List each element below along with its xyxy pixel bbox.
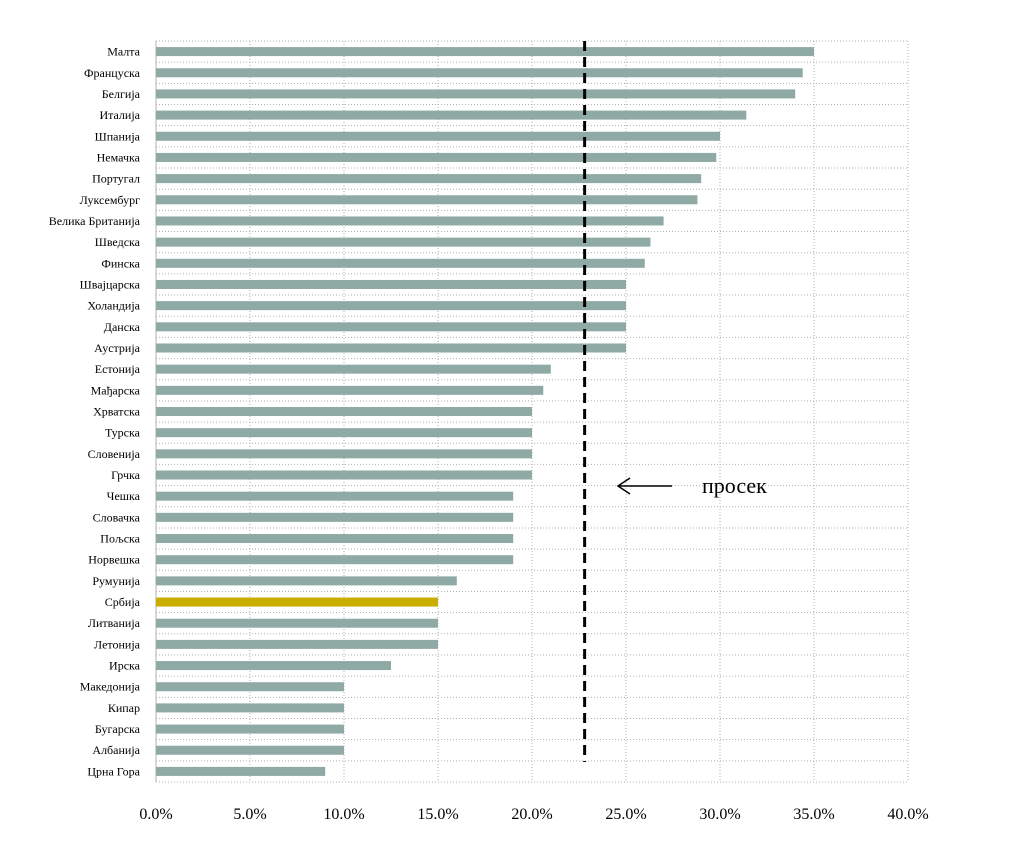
category-labels: Малта Француска Белгија Италија Шпанија Немач…: [49, 45, 141, 779]
bar: [156, 745, 344, 755]
bar: [156, 89, 796, 99]
category-label: Македонија: [80, 680, 141, 694]
bar: [156, 47, 814, 57]
bar: [156, 555, 514, 565]
category-label: Шведска: [95, 235, 141, 249]
category-label: Велика Британија: [49, 214, 141, 228]
arrow-left-icon: [616, 477, 631, 495]
bar: [156, 682, 344, 692]
category-label: Бугарска: [95, 722, 141, 736]
category-label: Србија: [105, 595, 141, 609]
bar: [156, 322, 626, 332]
category-label: Словенија: [88, 447, 141, 461]
category-label: Естонија: [95, 362, 141, 376]
bar: [156, 597, 438, 607]
bar: [156, 724, 344, 734]
category-label: Кипар: [108, 701, 140, 715]
x-tick-label: 40.0%: [887, 806, 928, 823]
bar: [156, 449, 532, 459]
bar: [156, 470, 532, 480]
bar: [156, 364, 551, 374]
category-label: Албанија: [92, 743, 140, 757]
bar: [156, 131, 720, 141]
bar: [156, 301, 626, 311]
category-label: Белгија: [102, 87, 141, 101]
category-label: Летонија: [94, 637, 141, 651]
x-tick-labels: 0.0% 5.0% 10.0% 15.0% 20.0% 25.0% 30.0% 35.0% 40…: [139, 806, 928, 823]
bar: [156, 279, 626, 289]
x-tick-label: 5.0%: [233, 806, 266, 823]
category-label: Хрватска: [93, 405, 141, 419]
category-label: Француска: [84, 66, 141, 80]
x-tick-label: 20.0%: [511, 806, 552, 823]
category-label: Чешка: [107, 489, 141, 503]
bar: [156, 639, 438, 649]
bar: [156, 110, 747, 120]
category-label: Пољска: [100, 532, 140, 546]
bar: [156, 174, 702, 184]
bar: [156, 703, 344, 713]
bar: [156, 661, 391, 671]
category-label: Луксембург: [80, 193, 140, 207]
category-label: Италија: [99, 108, 140, 122]
bar: [156, 216, 664, 226]
bar: [156, 534, 514, 544]
bar: [156, 576, 457, 586]
category-label: Финска: [101, 256, 140, 270]
average-annotation: просек: [616, 473, 767, 498]
category-label: Шпанија: [95, 129, 141, 143]
x-tick-label: 30.0%: [699, 806, 740, 823]
bar: [156, 428, 532, 438]
average-label: просек: [702, 473, 767, 498]
x-tick-label: 35.0%: [793, 806, 834, 823]
x-tick-label: 0.0%: [139, 806, 172, 823]
bar: [156, 237, 651, 247]
category-label: Швајцарска: [80, 277, 141, 291]
bar: [156, 152, 717, 162]
category-label: Немачка: [97, 150, 141, 164]
x-tick-label: 25.0%: [605, 806, 646, 823]
category-label: Грчка: [111, 468, 141, 482]
bar: [156, 195, 698, 205]
x-tick-label: 10.0%: [323, 806, 364, 823]
category-label: Холандија: [87, 299, 140, 313]
bar: [156, 343, 626, 353]
category-label: Мађарска: [91, 383, 141, 397]
category-label: Литванија: [88, 616, 141, 630]
bar: [156, 68, 803, 78]
bar: [156, 407, 532, 416]
bar: [156, 385, 544, 395]
bar: [156, 512, 514, 522]
x-tick-label: 15.0%: [417, 806, 458, 823]
bars: [156, 47, 814, 776]
bar: [156, 618, 438, 628]
category-label: Румунија: [92, 574, 140, 588]
category-label: Турска: [105, 426, 141, 440]
category-label: Португал: [92, 172, 140, 186]
category-label: Малта: [107, 45, 140, 59]
bar: [156, 766, 326, 776]
category-label: Словачка: [93, 510, 141, 524]
category-label: Црна Гора: [87, 764, 140, 778]
category-label: Аустрија: [94, 341, 141, 355]
bar: [156, 491, 514, 501]
bar: [156, 258, 645, 268]
category-label: Данска: [104, 320, 141, 334]
category-label: Ирска: [109, 659, 141, 673]
category-label: Норвешка: [88, 553, 140, 567]
